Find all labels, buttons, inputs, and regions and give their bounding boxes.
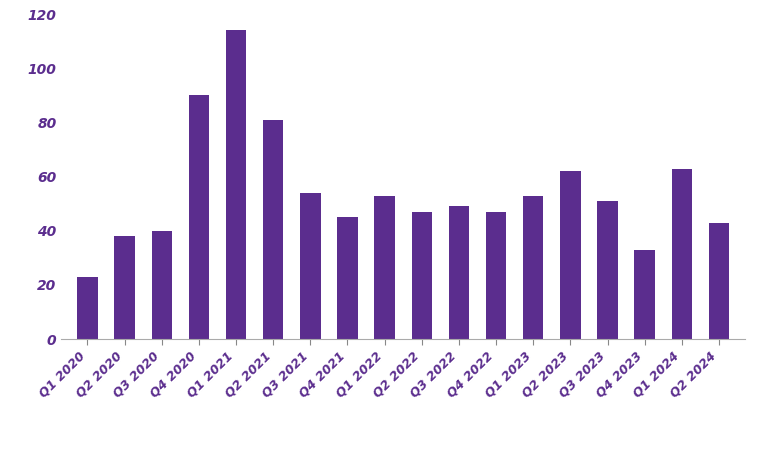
Bar xyxy=(300,193,320,339)
Bar xyxy=(78,277,98,339)
Bar xyxy=(226,30,247,339)
Bar xyxy=(449,206,469,339)
Bar xyxy=(151,231,172,339)
Bar xyxy=(671,169,692,339)
Bar xyxy=(412,212,432,339)
Bar xyxy=(114,236,135,339)
Bar xyxy=(634,250,655,339)
Bar xyxy=(189,95,209,339)
Bar xyxy=(598,201,617,339)
Bar xyxy=(263,120,283,339)
Bar xyxy=(486,212,506,339)
Bar xyxy=(375,195,395,339)
Bar xyxy=(709,223,729,339)
Bar xyxy=(560,171,581,339)
Bar xyxy=(523,195,544,339)
Bar xyxy=(337,217,358,339)
